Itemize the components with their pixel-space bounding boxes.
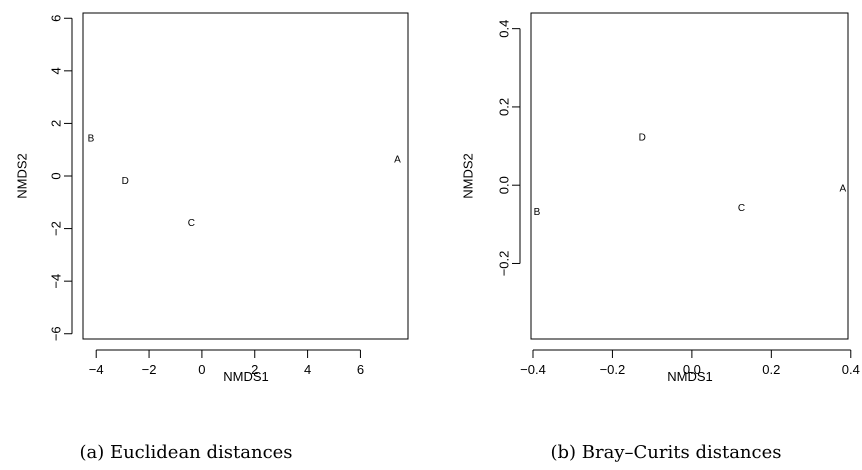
x-tick-label: 6 xyxy=(357,362,364,377)
y-tick-label: −0.2 xyxy=(497,251,512,277)
y-axis-title: NMDS2 xyxy=(461,153,476,199)
y-tick-label: −2 xyxy=(49,221,64,236)
x-axis-title: NMDS1 xyxy=(667,369,713,384)
point-a: A xyxy=(394,155,401,166)
plot-frame xyxy=(82,12,409,340)
point-b: B xyxy=(534,207,541,218)
x-axis-title: NMDS1 xyxy=(223,369,269,384)
x-tick-label: −4 xyxy=(89,362,104,377)
point-c: C xyxy=(738,203,745,214)
y-axis-title: NMDS2 xyxy=(15,153,30,199)
y-tick-label: −4 xyxy=(49,274,64,289)
x-tick-label: 0.4 xyxy=(842,362,860,377)
panel-bray-curtis: −0.4 −0.2 0.0 0.2 0.4 −0.2 0.0 0.2 0.4 NMDS1 NMDS2… xyxy=(461,12,860,384)
caption-euclidean: (a) Euclidean distances xyxy=(79,442,293,463)
plot-frame xyxy=(530,12,849,340)
x-tick-label: 4 xyxy=(304,362,311,377)
x-tick-label: 0.0 xyxy=(683,362,701,377)
x-tick-label: 0 xyxy=(198,362,205,377)
x-tick-label: 0.2 xyxy=(762,362,780,377)
y-tick-label: 4 xyxy=(49,67,64,74)
y-tick-label: 0.2 xyxy=(497,98,512,116)
point-d: D xyxy=(639,133,646,144)
y-tick-label: 2 xyxy=(49,120,64,127)
y-tick-label: 0.4 xyxy=(497,20,512,38)
x-tick-label: −2 xyxy=(142,362,157,377)
point-c: C xyxy=(188,218,195,229)
y-tick-label: 0.0 xyxy=(497,176,512,194)
x-tick-label: −0.4 xyxy=(520,362,546,377)
point-b: B xyxy=(88,134,95,145)
y-tick-label: −6 xyxy=(49,326,64,341)
x-tick-label: 2 xyxy=(251,362,258,377)
y-tick-label: 6 xyxy=(49,15,64,22)
caption-bray-curtis: (b) Bray–Curits distances xyxy=(550,442,782,463)
x-tick-label: −0.2 xyxy=(600,362,626,377)
point-d: D xyxy=(122,176,129,187)
point-a: A xyxy=(839,184,846,195)
y-tick-label: 0 xyxy=(49,172,64,179)
panel-euclidean: −4 −2 0 2 4 6 −6 −4 −2 0 2 4 6 NMDS1 NMDS2 A B C D xyxy=(15,12,409,384)
